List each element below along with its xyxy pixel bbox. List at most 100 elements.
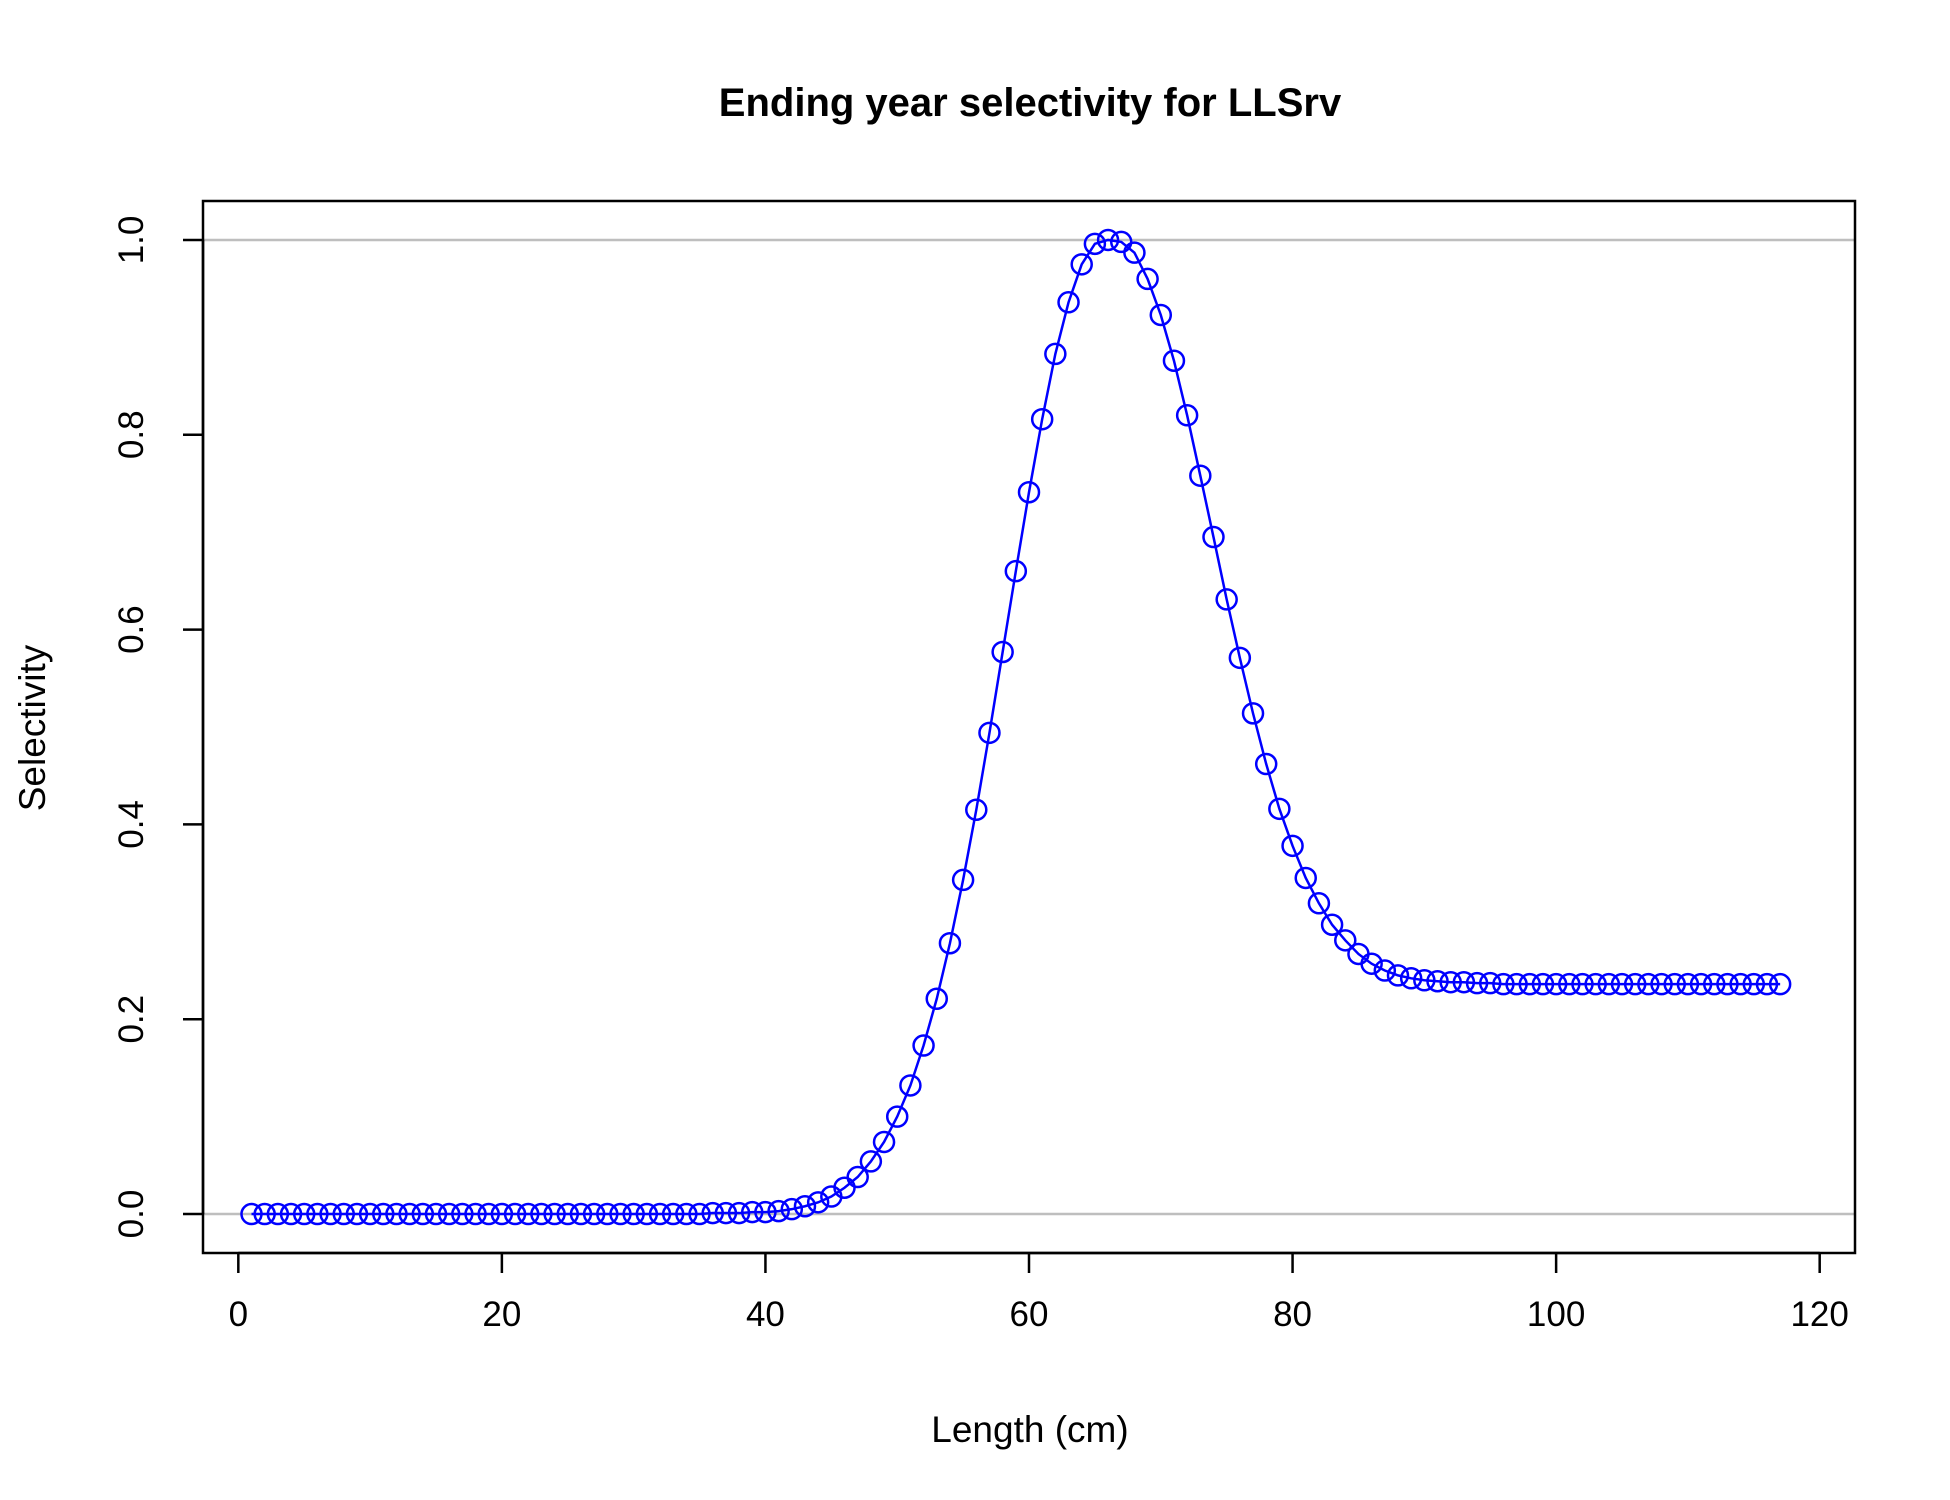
data-point [991,640,1014,664]
series-line [251,238,1781,1216]
data-point [1663,972,1686,996]
y-axis: 0.0 0.2 0.4 0.6 0.8 1.0 [112,216,205,1239]
data-point [648,1202,672,1226]
data-point [358,1202,382,1226]
data-point [1413,969,1436,992]
data-point [319,1202,342,1226]
data-point [1703,972,1726,996]
data-point [1162,349,1186,372]
data-point [1254,752,1278,776]
data-point [1202,525,1225,549]
y-tick-label: 1.0 [112,216,151,265]
data-point [490,1202,514,1226]
data-point [1294,866,1317,890]
y-axis-label: Selectivity [12,644,53,811]
data-point [899,1074,922,1097]
data-point [872,1130,896,1154]
data-point [1017,480,1041,504]
data-point [1742,972,1766,996]
data-point [885,1105,909,1128]
data-point [1716,972,1739,996]
data-point [727,1201,751,1225]
data-point [1676,972,1700,996]
data-point [530,1202,553,1226]
data-point [1755,972,1779,996]
data-point [951,868,975,892]
data-point [701,1201,724,1225]
data-point [1689,972,1713,996]
y-tick-label: 0.6 [112,605,151,654]
data-point [1044,342,1067,366]
data-point [1149,303,1173,327]
data-point [1558,972,1581,996]
data-point [1070,253,1093,276]
data-point [1136,267,1159,291]
data-point [1465,971,1489,995]
data-point [1492,972,1515,996]
y-tick-label: 0.4 [112,800,151,849]
x-tick-label: 60 [1010,1295,1049,1334]
data-point [1320,913,1344,936]
data-point [1334,929,1357,952]
data-point [503,1202,527,1226]
x-tick-label: 20 [482,1295,521,1334]
data-point [1307,892,1331,915]
data-point [1228,646,1252,670]
x-tick-label: 0 [229,1295,248,1334]
data-point [437,1202,461,1226]
data-point [1571,972,1594,996]
data-point [1597,972,1621,996]
reference-lines [203,238,1855,1216]
data-point [398,1202,421,1226]
data-point [1478,971,1502,995]
data-point [1399,967,1423,990]
data-point [1518,972,1542,996]
series-line-layer [251,238,1781,1216]
data-point [1505,972,1528,996]
data-point [596,1202,619,1226]
data-point [780,1197,804,1221]
data-point [543,1202,566,1226]
data-point [1175,404,1199,427]
data-point [1189,464,1212,487]
data-point [1215,588,1238,611]
data-point [622,1202,645,1226]
data-point [1268,797,1291,821]
data-point [253,1202,276,1226]
data-point [451,1202,474,1226]
data-point [1531,972,1555,996]
y-tick-label: 0.0 [112,1190,151,1239]
data-point [372,1202,395,1226]
x-axis-label: Length (cm) [931,1409,1128,1450]
data-point [635,1202,659,1226]
data-point [1637,972,1660,996]
data-point [1123,241,1146,264]
data-point [741,1200,764,1224]
data-point [1096,228,1120,252]
data-point [477,1202,500,1226]
y-tick-label: 0.8 [112,410,151,459]
data-point [1004,559,1028,583]
data-point [1030,407,1054,431]
chart-title: Ending year selectivity for LLSrv [719,81,1342,125]
data-point [306,1202,329,1226]
data-point [754,1200,777,1224]
data-point [1373,959,1397,982]
data-point [1544,972,1568,996]
data-point [1650,972,1673,996]
data-point [1623,972,1647,996]
data-point [767,1199,790,1223]
x-axis: 0 20 40 60 80 100 120 [229,1251,1849,1334]
data-point [925,987,949,1011]
data-point [912,1034,935,1057]
data-point [675,1202,698,1226]
data-point [1584,972,1607,996]
x-tick-label: 40 [746,1295,785,1334]
data-point [609,1202,632,1226]
data-point [1610,972,1634,996]
data-point [806,1191,830,1214]
data-point [978,721,1001,745]
data-point [240,1202,263,1226]
x-tick-label: 120 [1790,1295,1848,1334]
